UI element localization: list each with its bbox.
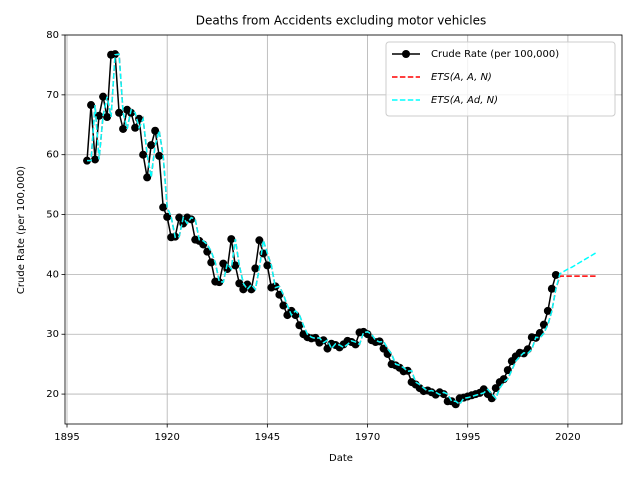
legend-marker bbox=[402, 50, 410, 58]
data-point bbox=[279, 301, 288, 310]
data-point bbox=[147, 141, 156, 150]
x-tick-label: 1970 bbox=[355, 432, 380, 443]
data-point bbox=[187, 215, 196, 224]
data-point bbox=[175, 213, 184, 222]
data-point bbox=[143, 173, 152, 182]
data-point bbox=[139, 150, 148, 159]
data-point bbox=[131, 123, 140, 132]
y-tick-label: 20 bbox=[46, 389, 59, 400]
data-point bbox=[87, 101, 96, 110]
data-point bbox=[351, 340, 360, 349]
data-point bbox=[119, 124, 128, 133]
legend-label: Crude Rate (per 100,000) bbox=[431, 49, 559, 60]
chart-title: Deaths from Accidents excluding motor ve… bbox=[196, 14, 486, 28]
data-point bbox=[215, 278, 224, 287]
data-point bbox=[99, 92, 108, 101]
data-point bbox=[547, 284, 556, 293]
data-point bbox=[271, 282, 280, 291]
data-point bbox=[543, 306, 552, 315]
data-point bbox=[235, 279, 244, 288]
data-point bbox=[95, 111, 104, 120]
data-point bbox=[91, 155, 100, 164]
data-point bbox=[539, 320, 548, 329]
data-point bbox=[487, 394, 496, 403]
x-tick-label: 1920 bbox=[154, 432, 179, 443]
data-point bbox=[203, 247, 212, 256]
x-tick-label: 1895 bbox=[54, 432, 79, 443]
data-point bbox=[163, 212, 172, 221]
data-point bbox=[227, 235, 236, 244]
y-axis-label: Crude Rate (per 100,000) bbox=[16, 166, 27, 294]
data-point bbox=[551, 270, 560, 279]
data-point bbox=[535, 329, 544, 338]
data-point bbox=[523, 345, 532, 354]
data-point bbox=[491, 384, 500, 393]
data-point bbox=[151, 126, 160, 135]
legend: Crude Rate (per 100,000) ETS(A, A, N) ETS(… bbox=[385, 41, 616, 117]
y-tick-label: 80 bbox=[46, 30, 59, 41]
plot-frame bbox=[64, 34, 623, 425]
y-tick-label: 50 bbox=[46, 210, 59, 221]
data-point bbox=[255, 236, 264, 245]
x-tick-label: 1945 bbox=[255, 432, 280, 443]
data-point bbox=[503, 366, 512, 375]
data-point bbox=[207, 258, 216, 267]
x-tick-label: 2020 bbox=[555, 432, 580, 443]
legend-label: ETS(A, A, N) bbox=[431, 72, 492, 83]
data-point bbox=[247, 285, 256, 294]
data-point bbox=[275, 290, 284, 299]
data-point bbox=[263, 261, 272, 270]
data-point bbox=[103, 112, 112, 121]
legend-box bbox=[385, 41, 616, 117]
data-point bbox=[115, 108, 124, 117]
x-tick-label: 1995 bbox=[455, 432, 480, 443]
data-point bbox=[291, 311, 300, 320]
data-point bbox=[155, 151, 164, 160]
x-axis-label: Date bbox=[329, 453, 353, 464]
series-line bbox=[87, 53, 597, 406]
data-point bbox=[159, 203, 168, 212]
y-tick-label: 40 bbox=[46, 269, 59, 280]
legend-label: ETS(A, Ad, N) bbox=[431, 95, 498, 106]
data-point bbox=[295, 321, 304, 330]
data-point bbox=[439, 390, 448, 399]
data-point bbox=[231, 261, 240, 270]
y-tick-label: 70 bbox=[46, 90, 59, 101]
data-point bbox=[251, 264, 260, 273]
y-tick-label: 60 bbox=[46, 150, 59, 161]
y-tick-label: 30 bbox=[46, 329, 59, 340]
